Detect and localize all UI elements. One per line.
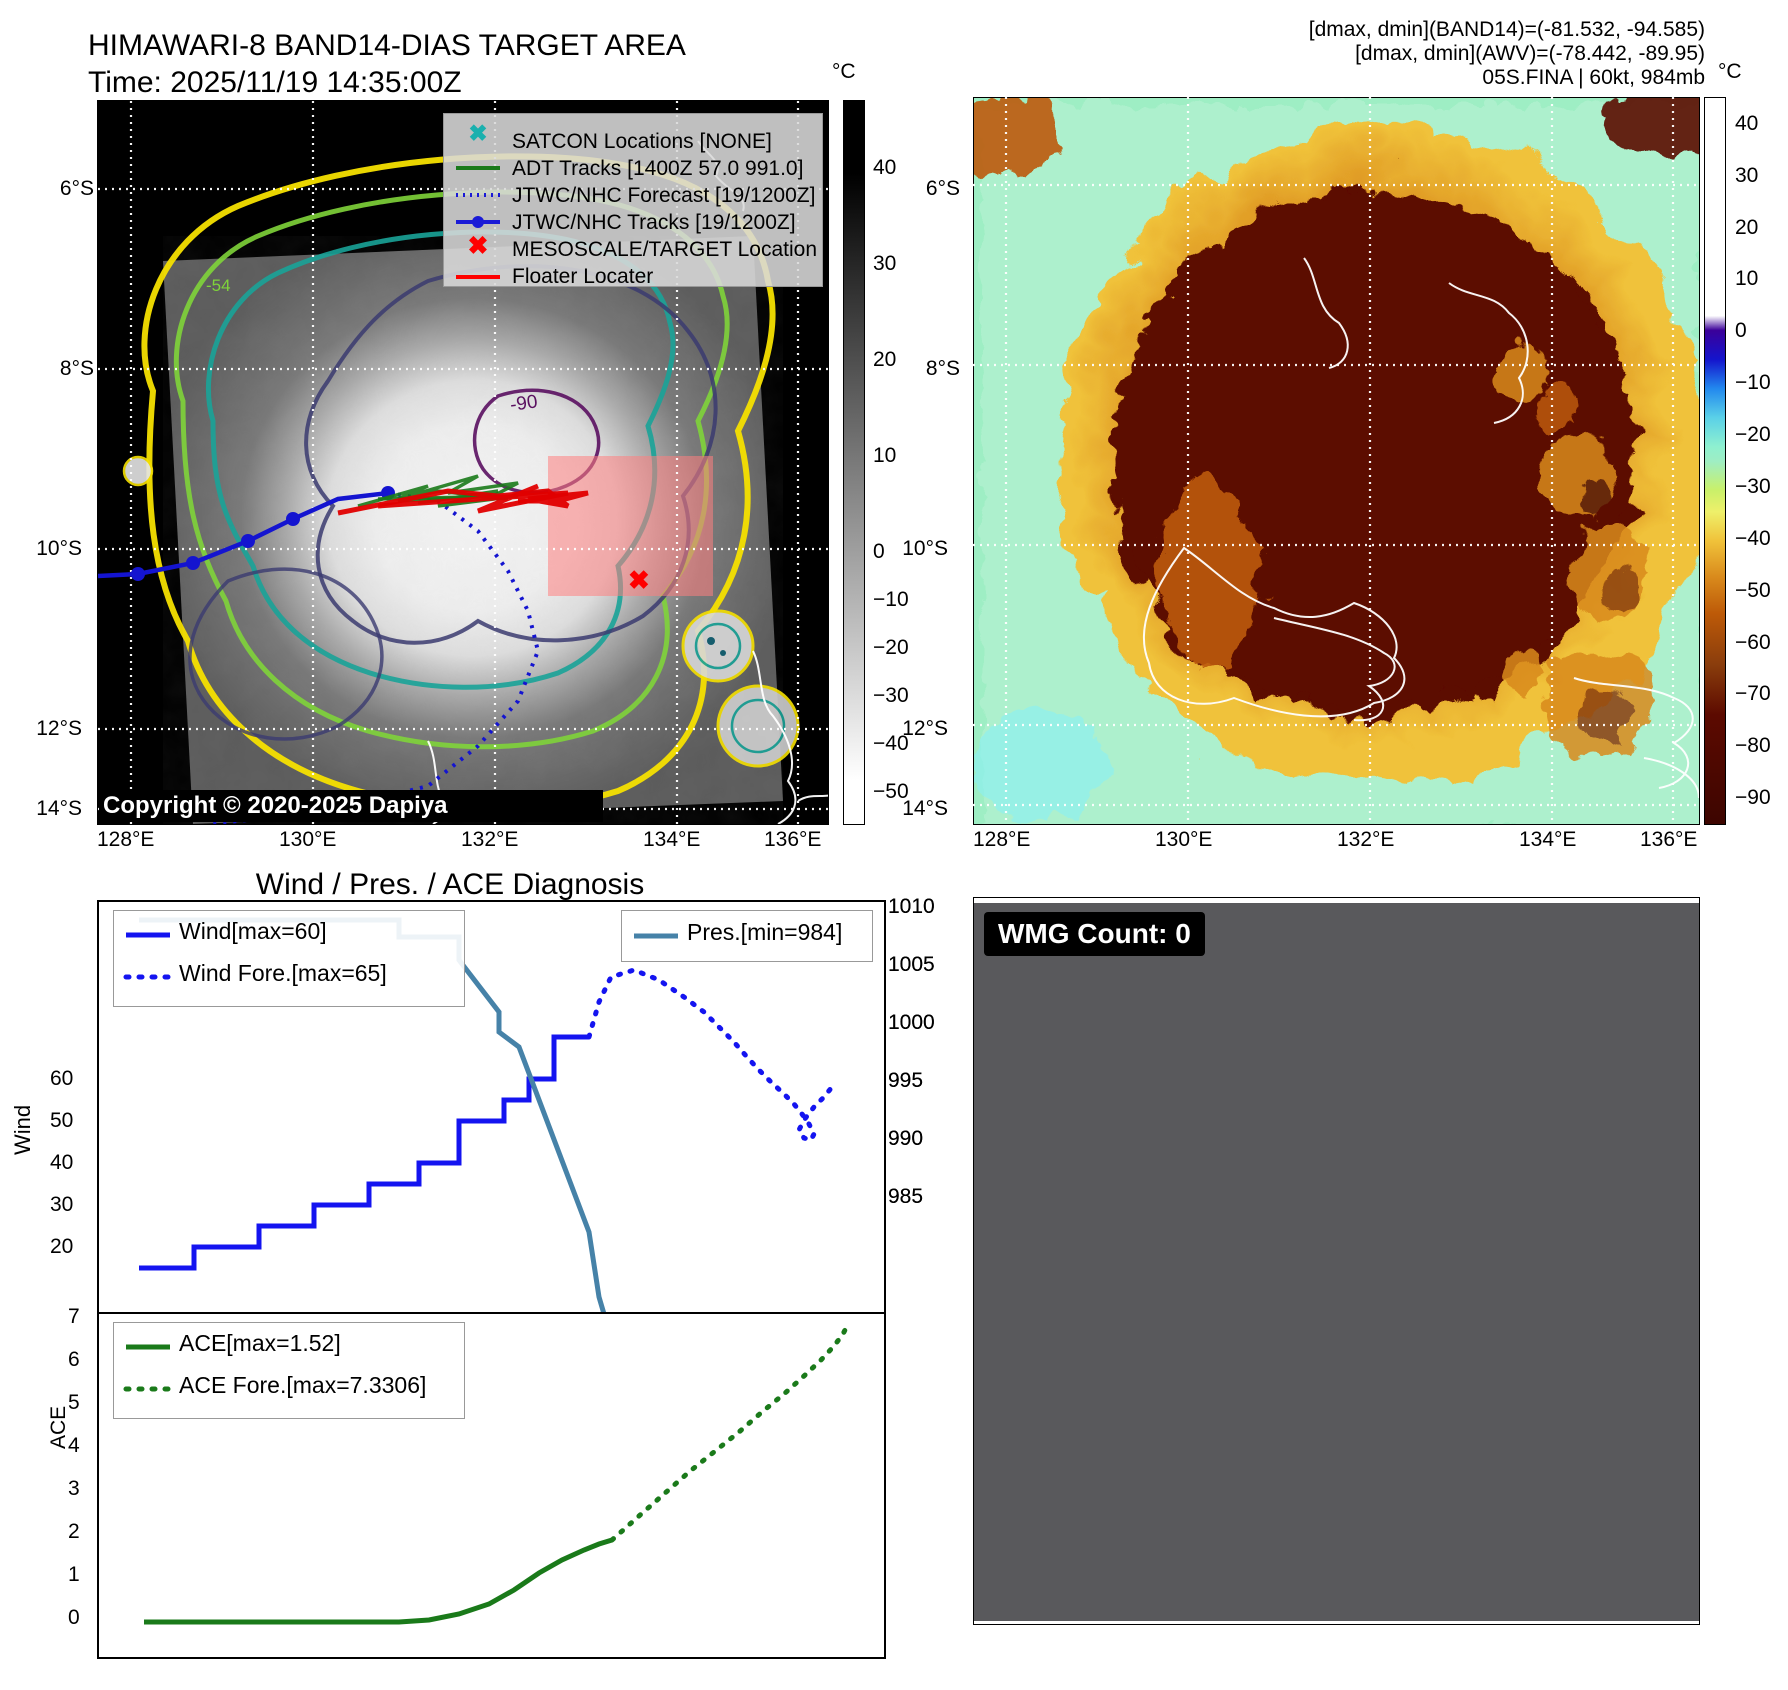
svg-text:✖: ✖: [628, 565, 650, 595]
svg-text:✖: ✖: [468, 232, 489, 260]
svg-text:-90: -90: [509, 391, 539, 416]
svg-text:-54: -54: [206, 276, 231, 295]
svg-text:✖: ✖: [468, 120, 487, 146]
